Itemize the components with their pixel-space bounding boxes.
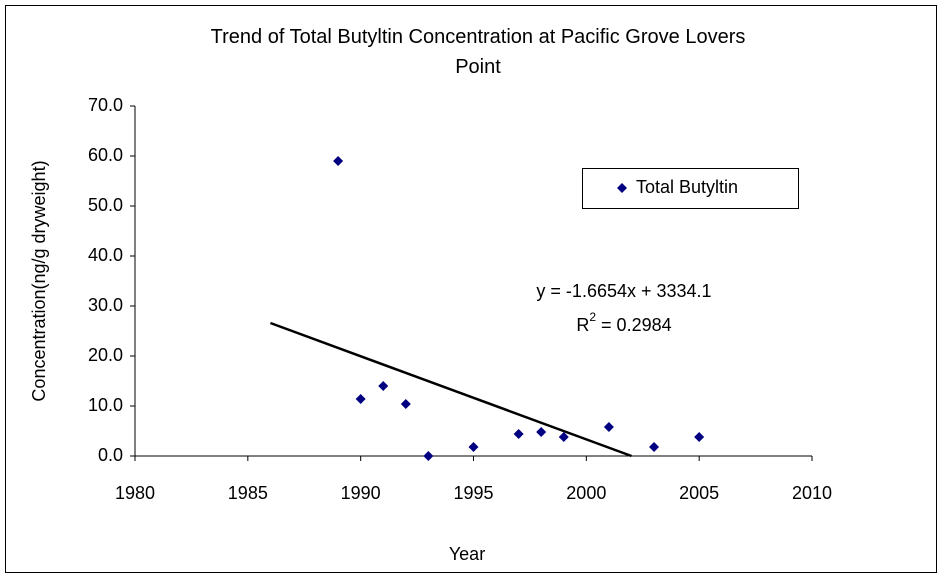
y-tick-label: 30.0 — [88, 295, 123, 315]
data-point — [694, 432, 705, 442]
data-point — [355, 394, 366, 404]
r2-base: R — [576, 315, 589, 335]
y-tick-label: 60.0 — [88, 145, 123, 165]
x-tick-label: 1995 — [453, 483, 493, 503]
data-point — [513, 429, 524, 439]
y-tick-label: 40.0 — [88, 245, 123, 265]
x-tick-label: 1990 — [341, 483, 381, 503]
y-tick-label: 70.0 — [88, 95, 123, 115]
y-tick-label: 50.0 — [88, 195, 123, 215]
y-axis-label: Concentration(ng/g dryweight) — [29, 160, 49, 401]
legend-label: Total Butyltin — [636, 177, 738, 197]
data-point — [378, 381, 389, 391]
y-tick-label: 10.0 — [88, 395, 123, 415]
r2-value: = 0.2984 — [596, 315, 672, 335]
trendline — [269, 321, 632, 458]
data-point — [558, 432, 569, 442]
r2-superscript: 2 — [589, 310, 596, 324]
data-point — [400, 399, 411, 409]
x-tick-label: 2010 — [792, 483, 832, 503]
legend-marker — [617, 183, 627, 193]
chart-border — [5, 5, 937, 573]
x-tick-label: 1985 — [228, 483, 268, 503]
trendline-equation: y = -1.6654x + 3334.1 — [536, 281, 711, 301]
y-tick-label: 0.0 — [98, 445, 123, 465]
data-point — [649, 442, 660, 452]
data-point — [536, 427, 547, 437]
data-point — [603, 422, 614, 432]
x-tick-label: 1980 — [115, 483, 155, 503]
x-tick-label: 2005 — [679, 483, 719, 503]
data-point — [468, 442, 479, 452]
data-point — [423, 451, 434, 461]
x-tick-label: 2000 — [566, 483, 606, 503]
y-tick-label: 20.0 — [88, 345, 123, 365]
x-axis-label: Year — [449, 544, 485, 564]
chart-title: Trend of Total Butyltin Concentration at… — [210, 26, 746, 78]
trendline-r2: R2 = 0.2984 — [576, 310, 671, 335]
data-point — [333, 156, 344, 166]
